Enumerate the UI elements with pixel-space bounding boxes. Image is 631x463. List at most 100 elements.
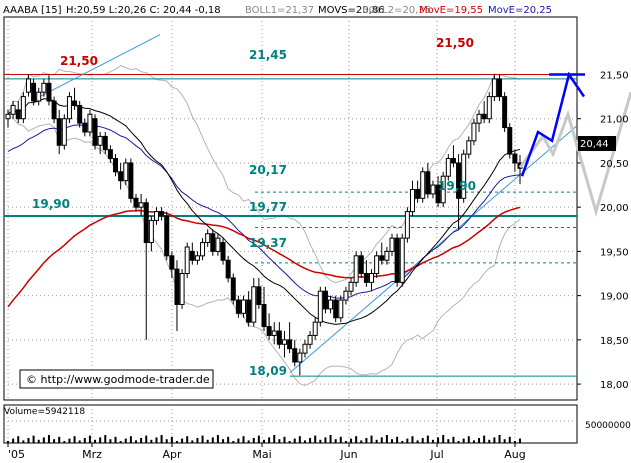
candle-body [25, 78, 31, 93]
level-label-18-09: 18,09 [249, 364, 287, 378]
candle-body [456, 162, 462, 199]
candle-body [389, 237, 395, 252]
volume-bar [344, 441, 347, 443]
header-move-red: MovE=19,55 [419, 5, 483, 16]
candle-body [312, 321, 318, 336]
candle-body [338, 299, 344, 319]
volume-bar [483, 435, 486, 443]
volume-bar [508, 436, 511, 443]
volume-bar [298, 436, 301, 443]
volume-bar [263, 439, 265, 443]
candle-body [358, 255, 364, 275]
volume-bar [191, 440, 194, 443]
candle-body [430, 184, 436, 195]
candle-body [92, 118, 98, 146]
candle-body [440, 175, 446, 204]
candle-body [512, 153, 518, 164]
volume-bar [416, 440, 419, 443]
volume-bar [42, 437, 45, 443]
candle-body [425, 171, 431, 195]
candle-body [333, 299, 339, 319]
volume-bar [47, 435, 50, 443]
projection [518, 71, 631, 217]
y-tick-label: 20,00 [600, 203, 629, 214]
volume-bar [216, 435, 219, 443]
volume-bar [360, 440, 363, 443]
candle-body [271, 330, 277, 336]
candle-body [384, 250, 390, 261]
candle-body [36, 91, 42, 102]
volume-bar [375, 439, 378, 443]
header-boll1: BOLL1=21,37 [245, 5, 314, 16]
y-tick-label: 19,50 [600, 247, 629, 258]
volume-bar [437, 437, 440, 443]
candle-body [420, 171, 426, 199]
candle-body [138, 202, 144, 208]
volume-bar [452, 436, 455, 443]
volume-bar [293, 438, 296, 443]
volume-bar [380, 437, 383, 443]
header-boll2: BOLL2=20,35 [362, 5, 431, 16]
header-symbol: AAABA [15] [3, 5, 62, 16]
x-tick-label: '05 [8, 448, 25, 461]
candle-body [46, 82, 52, 102]
candle-body [31, 82, 37, 102]
candle-body [486, 96, 492, 120]
volume-bar [68, 438, 71, 443]
candle-body [251, 286, 257, 323]
volume-bar [283, 436, 286, 443]
level-label-19-90-left: 19,90 [32, 197, 70, 211]
y-tick-label: 19,00 [600, 292, 629, 303]
candle-body [225, 259, 231, 279]
volume-bar [247, 440, 250, 443]
candle-body [77, 104, 83, 124]
volume-bar [94, 439, 97, 443]
candle-body [210, 233, 216, 252]
candle-body [481, 113, 487, 120]
volume-bar [237, 438, 240, 443]
candle-body [128, 162, 134, 199]
candle-body [189, 250, 195, 261]
candle-body [394, 237, 400, 283]
volume-bar [155, 437, 158, 443]
volume-bar [232, 441, 235, 443]
volume-bar [160, 435, 163, 443]
volume-bar [201, 435, 204, 443]
header-ohlc: H:20,59 L:20,26 C: 20,44 -0,18 [66, 5, 221, 16]
red-annotation-right: 21,50 [436, 36, 474, 50]
header-move-blue: MovE=20,25 [488, 5, 552, 16]
volume-bar [401, 441, 404, 443]
y-tick-label: 18,00 [600, 380, 629, 391]
candle-body [266, 326, 272, 336]
volume-axis-label: 50000000 [585, 421, 631, 431]
x-tick-label: Mrz [82, 448, 102, 461]
volume-bar [365, 438, 368, 443]
candle-body [466, 140, 472, 155]
candle-body [507, 127, 513, 155]
volume-bar [135, 440, 137, 443]
candle-body [256, 286, 262, 305]
candle-body [20, 96, 26, 120]
candle-body [246, 299, 252, 323]
candle-body [461, 153, 467, 199]
volume-bar [129, 436, 132, 443]
volume-bar [186, 436, 189, 443]
candle-body [409, 188, 415, 213]
candle-body [287, 339, 293, 350]
projection-blue [520, 71, 586, 177]
volume-bar [288, 441, 291, 443]
candle-body [348, 281, 354, 292]
volume-bar [334, 439, 337, 443]
candle-body [15, 109, 21, 120]
volume-bar [273, 435, 276, 443]
volume-bar [498, 435, 501, 443]
candle-body [363, 273, 369, 283]
candle-body [194, 255, 200, 261]
volume-bar [339, 436, 342, 443]
candle-body [66, 96, 72, 120]
candle-body [10, 104, 16, 115]
volume-bar [73, 436, 76, 443]
candle-body [399, 237, 405, 283]
volume-bar [104, 435, 107, 443]
